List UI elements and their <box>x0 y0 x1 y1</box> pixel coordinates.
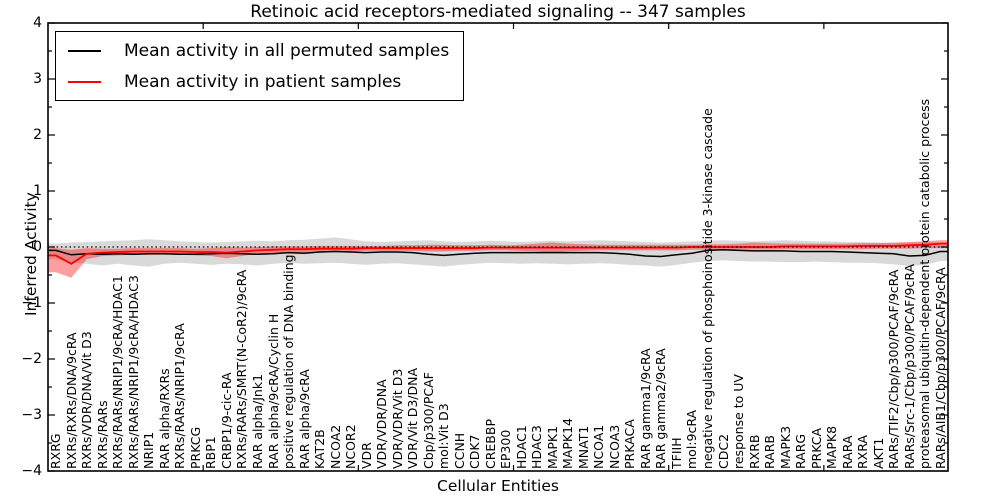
x-category-label: CCNH <box>451 432 467 469</box>
x-category-label: NCOR2 <box>343 424 359 469</box>
x-category-label: RBP1 <box>203 436 219 469</box>
legend-item-permuted: Mean activity in all permuted samples <box>68 37 449 64</box>
x-category-label: RAR gamma2/9cRA <box>653 348 669 469</box>
x-category-label: NRIP1 <box>141 431 157 469</box>
y-tick-label: 2 <box>33 127 42 143</box>
x-category-label: RARs/Src-1/Cbp/p300/PCAF/9cRA <box>901 263 917 469</box>
x-category-label: negative regulation of phosphoinositide … <box>699 108 715 469</box>
x-category-label: MAPK14 <box>560 418 576 469</box>
x-category-label: RAR alpha/9cRA/Cyclin H <box>265 313 281 469</box>
x-category-label: RXRs/RARs/NRIP1/9cRA/HDAC3 <box>125 275 141 469</box>
x-category-label: NCOA2 <box>327 424 343 469</box>
x-category-label: PRKACA <box>622 419 638 469</box>
x-category-label: proteasomal ubiquitin-dependent protein … <box>917 98 933 469</box>
x-category-label: VDR/VDR/Vit D3 <box>389 368 405 469</box>
x-category-label: RARB <box>762 435 778 469</box>
x-category-label: CRBP1/9-cic-RA <box>218 372 234 469</box>
y-tick-label: 3 <box>33 71 42 87</box>
x-category-label: CREBBP <box>482 419 498 469</box>
legend-label-permuted: Mean activity in all permuted samples <box>124 40 450 61</box>
x-category-label: RXRs/RARs/SMRT(N-CoR2)/9cRA <box>234 269 250 469</box>
series-line-1 <box>48 242 948 265</box>
x-category-label: MAPK8 <box>824 425 840 469</box>
x-category-label: Cbp/p300/PCAF <box>420 372 436 469</box>
x-category-label: RARs/TIF2/Cbp/p300/PCAF/9cRA <box>886 269 902 469</box>
y-tick-label: 4 <box>33 15 42 31</box>
x-category-label: mol:Vit D3 <box>436 403 452 469</box>
x-category-label: RAR alpha/RXRs <box>156 368 172 469</box>
x-category-label: VDR <box>358 442 374 469</box>
legend: Mean activity in all permuted samples Me… <box>55 31 465 101</box>
y-tick-label: −4 <box>21 463 42 479</box>
chart-title: Retinoic acid receptors-mediated signali… <box>250 2 746 22</box>
x-category-label: response to UV <box>731 374 747 469</box>
x-category-label: MAPK1 <box>544 425 560 469</box>
y-tick-label: −1 <box>21 295 42 311</box>
legend-line-sample-black <box>68 49 101 52</box>
y-tick-label: −2 <box>21 351 42 367</box>
x-category-label: RAR gamma1/9cRA <box>637 348 653 469</box>
x-category-label: VDR/VDR/DNA <box>374 379 390 469</box>
y-tick-label: −3 <box>21 407 42 423</box>
x-category-label: AKT1 <box>870 437 886 469</box>
x-category-label: PRKCA <box>808 427 824 469</box>
x-category-label: EP300 <box>498 429 514 469</box>
x-category-label: CDC2 <box>715 433 731 469</box>
x-category-label: RARs/AIB1/Cbp/p300/PCAF/9cRA <box>932 267 948 469</box>
x-category-label: KAT2B <box>312 429 328 469</box>
x-category-label: RXRs/RXRs/DNA/9cRA <box>63 332 79 469</box>
x-category-label: RAR alpha/Jnk1 <box>249 373 265 469</box>
y-tick-label: 0 <box>33 239 42 255</box>
legend-item-patient: Mean activity in patient samples <box>68 68 449 95</box>
legend-line-sample-red <box>68 80 101 83</box>
x-category-label: RXRs/RARs/NRIP1/9cRA/HDAC1 <box>110 275 126 469</box>
series-line-0 <box>48 249 948 258</box>
x-category-label: NCOA1 <box>591 424 607 469</box>
x-category-label: RARA <box>839 435 855 469</box>
x-category-label: MAPK3 <box>777 425 793 469</box>
x-category-label: RXRs/RARs <box>94 400 110 469</box>
x-category-label: mol:9cRA <box>684 409 700 469</box>
x-category-label: PRKCG <box>187 426 203 469</box>
x-category-label: RXRB <box>746 434 762 469</box>
x-axis-label: Cellular Entities <box>437 477 559 495</box>
x-category-label: RXRG <box>48 433 64 469</box>
x-category-label: CDK7 <box>467 434 483 469</box>
x-category-label: RXRs/RARs/NRIP1/9cRA <box>172 323 188 469</box>
x-category-label: TFIIH <box>668 437 684 469</box>
x-category-label: HDAC1 <box>513 425 529 469</box>
x-category-label: RARG <box>793 433 809 469</box>
legend-label-patient: Mean activity in patient samples <box>124 71 402 92</box>
x-category-label: RXRA <box>855 435 871 469</box>
x-category-label: positive regulation of DNA binding <box>281 254 297 469</box>
x-category-label: RXRs/VDR/DNA/Vit D3 <box>79 331 95 469</box>
x-category-label: NCOA3 <box>606 424 622 469</box>
x-category-label: RAR alpha/9cRA <box>296 369 312 469</box>
x-category-label: HDAC3 <box>529 425 545 469</box>
x-category-label: VDR/Vit D3/DNA <box>405 367 421 469</box>
x-category-label: MNAT1 <box>575 425 591 469</box>
y-tick-label: 1 <box>33 183 42 199</box>
